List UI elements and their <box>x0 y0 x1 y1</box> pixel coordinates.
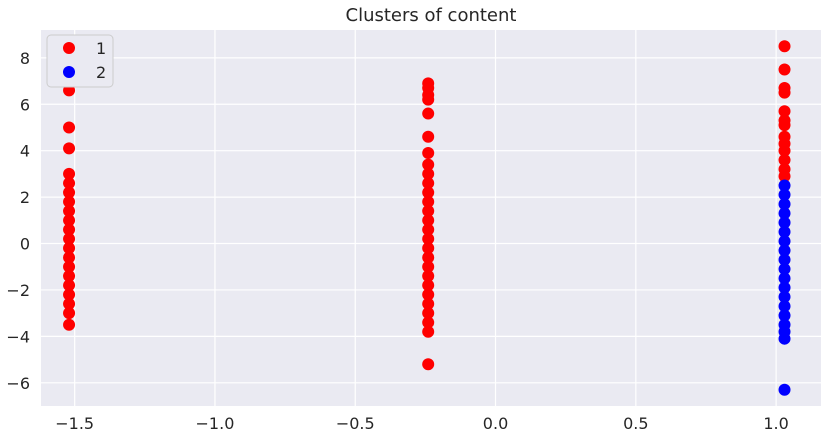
scatter-point-series-1 <box>422 167 435 180</box>
x-tick-label: −0.5 <box>336 414 375 433</box>
x-tick-label: 0.0 <box>483 414 508 433</box>
scatter-point-series-1 <box>778 63 791 76</box>
scatter-point-series-1 <box>778 170 791 183</box>
data-points <box>63 40 791 396</box>
scatter-point-series-2 <box>778 290 791 303</box>
scatter-point-series-1 <box>63 232 76 245</box>
scatter-point-series-2 <box>778 332 791 345</box>
y-tick-label: 4 <box>20 142 30 161</box>
scatter-point-series-1 <box>778 153 791 166</box>
scatter-point-series-2 <box>778 188 791 201</box>
scatter-point-series-1 <box>422 288 435 301</box>
y-tick-label: −6 <box>6 374 30 393</box>
legend-marker-series-2 <box>63 66 75 78</box>
scatter-point-series-1 <box>63 142 76 155</box>
scatter-point-series-1 <box>778 144 791 157</box>
scatter-point-series-1 <box>422 214 435 227</box>
y-tick-labels: −6 −4 −2 0 2 4 6 8 <box>6 49 30 393</box>
legend: 1 2 <box>46 34 114 88</box>
scatter-point-series-1 <box>422 260 435 273</box>
x-tick-label: −1.0 <box>196 414 235 433</box>
scatter-point-series-1 <box>422 177 435 190</box>
scatter-point-series-1 <box>63 214 76 227</box>
scatter-point-series-1 <box>63 288 76 301</box>
scatter-point-series-1 <box>63 205 76 218</box>
scatter-point-series-2 <box>778 198 791 211</box>
scatter-point-series-2 <box>778 216 791 229</box>
scatter-point-series-1 <box>63 121 76 134</box>
scatter-point-series-1 <box>63 186 76 199</box>
scatter-point-series-1 <box>422 130 435 143</box>
scatter-point-series-1 <box>63 251 76 264</box>
scatter-point-series-1 <box>778 40 791 53</box>
scatter-point-series-2 <box>778 253 791 266</box>
y-tick-label: 0 <box>20 235 30 254</box>
scatter-point-series-1 <box>422 107 435 120</box>
scatter-point-series-2 <box>778 225 791 238</box>
legend-label-series-1: 1 <box>96 39 106 58</box>
scatter-point-series-2 <box>778 244 791 257</box>
scatter-point-series-1 <box>422 158 435 171</box>
scatter-point-series-1 <box>778 119 791 132</box>
scatter-point-series-2 <box>778 383 791 396</box>
scatter-point-series-2 <box>778 179 791 192</box>
scatter-point-series-1 <box>422 223 435 236</box>
scatter-point-series-2 <box>778 300 791 313</box>
scatter-point-series-1 <box>63 223 76 236</box>
scatter-point-series-1 <box>63 318 76 331</box>
scatter-point-series-1 <box>422 279 435 292</box>
scatter-point-series-1 <box>63 270 76 283</box>
scatter-point-series-2 <box>778 235 791 248</box>
scatter-point-series-1 <box>422 242 435 255</box>
scatter-point-series-1 <box>422 251 435 264</box>
scatter-point-series-2 <box>778 281 791 294</box>
scatter-point-series-1 <box>63 177 76 190</box>
scatter-point-series-1 <box>63 279 76 292</box>
scatter-point-series-1 <box>63 167 76 180</box>
x-tick-label: 0.5 <box>623 414 648 433</box>
scatter-point-series-1 <box>422 195 435 208</box>
scatter-point-series-1 <box>63 307 76 320</box>
scatter-point-series-1 <box>778 105 791 118</box>
legend-marker-series-1 <box>63 42 75 54</box>
y-tick-label: 6 <box>20 95 30 114</box>
scatter-point-series-2 <box>778 309 791 322</box>
scatter-point-series-1 <box>422 358 435 371</box>
scatter-point-series-1 <box>63 297 76 310</box>
scatter-point-series-1 <box>422 232 435 245</box>
y-tick-label: 2 <box>20 188 30 207</box>
x-tick-label: −1.5 <box>55 414 94 433</box>
scatter-point-series-1 <box>422 93 435 106</box>
scatter-point-series-1 <box>778 86 791 99</box>
scatter-point-series-1 <box>422 270 435 283</box>
scatter-point-series-1 <box>422 325 435 338</box>
scatter-point-series-2 <box>778 207 791 220</box>
scatter-point-series-1 <box>422 307 435 320</box>
scatter-point-series-1 <box>63 195 76 208</box>
scatter-point-series-1 <box>422 316 435 329</box>
y-tick-label: −4 <box>6 327 30 346</box>
y-tick-label: 8 <box>20 49 30 68</box>
x-tick-labels: −1.5 −1.0 −0.5 0.0 0.5 1.0 <box>55 414 789 433</box>
scatter-point-series-2 <box>778 272 791 285</box>
chart-title: Clusters of content <box>346 5 517 26</box>
scatter-point-series-1 <box>422 205 435 218</box>
scatter-point-series-1 <box>422 186 435 199</box>
scatter-point-series-1 <box>422 297 435 310</box>
scatter-point-series-2 <box>778 263 791 276</box>
x-tick-label: 1.0 <box>763 414 788 433</box>
y-tick-label: −2 <box>6 281 30 300</box>
scatter-point-series-1 <box>63 260 76 273</box>
scatter-point-series-1 <box>422 147 435 160</box>
legend-label-series-2: 2 <box>96 63 106 82</box>
scatter-point-series-1 <box>63 242 76 255</box>
